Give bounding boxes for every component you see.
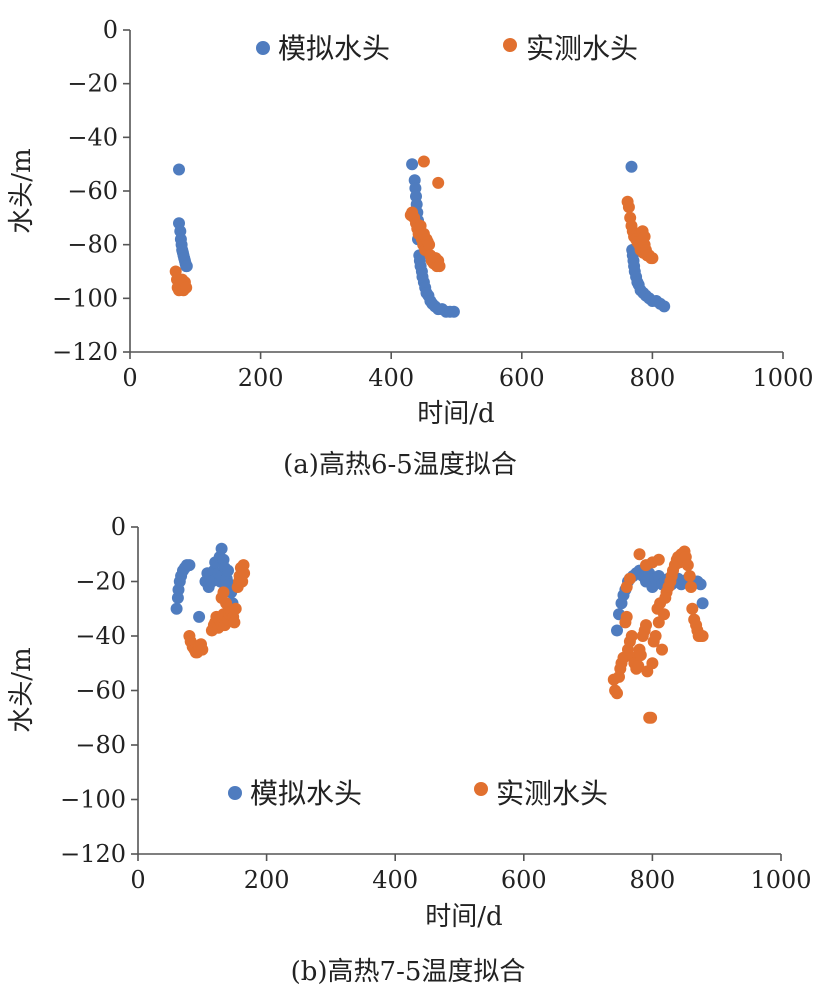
chart-a-simulated-point xyxy=(625,160,638,173)
chart-b-observed-point xyxy=(623,572,636,585)
chart-b-y-tick-label: −20 xyxy=(75,568,126,596)
chart-a-x-tick-label: 400 xyxy=(368,364,414,392)
chart-a-x-tick-label: 600 xyxy=(499,364,545,392)
chart-b-observed-point xyxy=(196,643,209,656)
chart-b-caption: (b)高热7-5温度拟合 xyxy=(291,957,526,987)
chart-b-y-tick-label: −40 xyxy=(75,622,126,650)
chart-a-legend-marker-sim xyxy=(256,41,270,55)
chart-b-observed-point xyxy=(229,602,242,615)
chart-b-simulated-point xyxy=(696,597,709,610)
chart-a-simulated-point xyxy=(447,305,460,318)
chart-b-simulated-point xyxy=(170,602,183,615)
chart-b-observed-point xyxy=(649,630,662,642)
chart-a-legend-marker-obs xyxy=(503,38,517,52)
chart-a-observed-point xyxy=(638,230,651,243)
chart-b-observed-point xyxy=(681,559,694,572)
chart-b-x-tick-label: 0 xyxy=(130,866,145,894)
chart-b-observed-point xyxy=(640,619,652,632)
chart-b-y-tick-label: −60 xyxy=(75,677,126,705)
chart-a-x-axis-title: 时间/d xyxy=(417,399,494,429)
chart-a-legend-label-obs: 实测水头 xyxy=(526,32,638,65)
chart-a-y-tick-label: −20 xyxy=(67,70,118,98)
chart-a-observed-point xyxy=(180,281,193,294)
chart-a-y-tick-label: −120 xyxy=(52,338,118,366)
chart-b-legend-marker-obs xyxy=(474,782,488,796)
chart-b-observed-point xyxy=(625,630,638,642)
chart-b-observed-point xyxy=(646,657,659,670)
chart-b-observed-point xyxy=(686,602,699,615)
chart-b-ticks: 0 200 400 600 800 1000 0 −20 −40 −60 −80 −100 −120 xyxy=(60,513,811,894)
chart-a-y-tick-label: −60 xyxy=(67,177,118,205)
chart-b-x-tick-label: 600 xyxy=(501,866,547,894)
chart-b-y-tick-label: 0 xyxy=(111,513,126,541)
chart-b-observed-point xyxy=(611,687,623,700)
chart-b-points xyxy=(170,542,709,724)
chart-b-simulated-point xyxy=(694,578,707,591)
chart-a-legend-label-sim: 模拟水头 xyxy=(278,32,390,65)
chart-b-observed-point xyxy=(228,616,241,629)
chart-b-observed-point xyxy=(652,553,665,566)
chart-b-simulated-point xyxy=(215,542,228,555)
chart-a-x-tick-label: 200 xyxy=(238,364,284,392)
chart-b-x-tick-label: 200 xyxy=(244,866,290,894)
chart-b-observed-point xyxy=(645,711,658,724)
chart-a-y-tick-label: −40 xyxy=(67,123,118,151)
chart-a-observed-point xyxy=(622,201,635,214)
chart-b-legend: 模拟水头 实测水头 xyxy=(228,777,608,810)
chart-a-y-tick-label: 0 xyxy=(103,16,118,44)
chart-b-y-tick-label: −80 xyxy=(75,731,126,759)
chart-b-observed-point xyxy=(683,570,696,582)
chart-a: 0 200 400 600 800 1000 0 −20 −40 −60 −80 −100 −120 时… xyxy=(7,16,814,480)
chart-b-y-tick-label: −120 xyxy=(60,840,126,868)
chart-b-observed-point xyxy=(658,608,670,621)
chart-a-simulated-point xyxy=(658,300,671,313)
chart-b-observed-point xyxy=(238,567,251,580)
chart-a-y-tick-label: −80 xyxy=(67,231,118,259)
chart-a-x-tick-label: 1000 xyxy=(752,364,813,392)
chart-b-simulated-point xyxy=(183,559,196,572)
chart-b-y-tick-label: −100 xyxy=(60,786,126,814)
chart-a-simulated-point xyxy=(173,163,185,176)
chart-a-observed-point xyxy=(417,155,430,168)
chart-b-observed-point xyxy=(632,660,645,672)
chart-b-x-tick-label: 800 xyxy=(629,866,675,894)
chart-a-observed-point xyxy=(432,176,445,189)
chart-a-y-axis-title: 水头/m xyxy=(7,148,37,233)
chart-b-observed-point xyxy=(217,586,230,599)
chart-a-simulated-point xyxy=(180,260,193,273)
chart-b-legend-marker-sim xyxy=(228,786,242,800)
chart-b-y-axis-title: 水头/m xyxy=(7,647,37,732)
chart-a-points xyxy=(169,155,671,318)
chart-a-y-tick-label: −100 xyxy=(52,284,118,312)
chart-b-x-tick-label: 1000 xyxy=(750,866,811,894)
chart-a-simulated-point xyxy=(406,158,419,171)
chart-a-x-tick-label: 0 xyxy=(122,364,137,392)
chart-a-observed-point xyxy=(433,260,446,273)
chart-a-axes xyxy=(129,30,783,353)
chart-a-observed-point xyxy=(646,252,659,265)
chart-b-observed-point xyxy=(634,649,647,662)
chart-b-observed-point xyxy=(620,610,633,623)
chart-b-x-axis-title: 时间/d xyxy=(425,902,502,932)
chart-b-observed-point xyxy=(685,581,697,593)
chart-a-legend: 模拟水头 实测水头 xyxy=(256,32,638,65)
chart-b-legend-label-obs: 实测水头 xyxy=(496,777,608,810)
chart-b-observed-point xyxy=(696,630,709,642)
chart-b-legend-label-sim: 模拟水头 xyxy=(250,777,362,810)
chart-a-ticks: 0 200 400 600 800 1000 0 −20 −40 −60 −80 −100 −120 xyxy=(52,16,813,392)
chart-b-x-tick-label: 400 xyxy=(372,866,418,894)
chart-a-x-tick-label: 800 xyxy=(629,364,675,392)
chart-b-simulated-point xyxy=(222,564,234,577)
chart-a-observed-point xyxy=(423,238,436,251)
chart-b: 0 200 400 600 800 1000 0 −20 −40 −60 −80 −100 −120 时… xyxy=(7,513,812,987)
chart-b-observed-point xyxy=(633,548,646,561)
chart-b-simulated-point xyxy=(611,624,623,637)
chart-a-caption: (a)高热6-5温度拟合 xyxy=(283,450,517,480)
chart-b-simulated-point xyxy=(193,610,206,623)
chart-b-observed-point xyxy=(656,643,668,656)
